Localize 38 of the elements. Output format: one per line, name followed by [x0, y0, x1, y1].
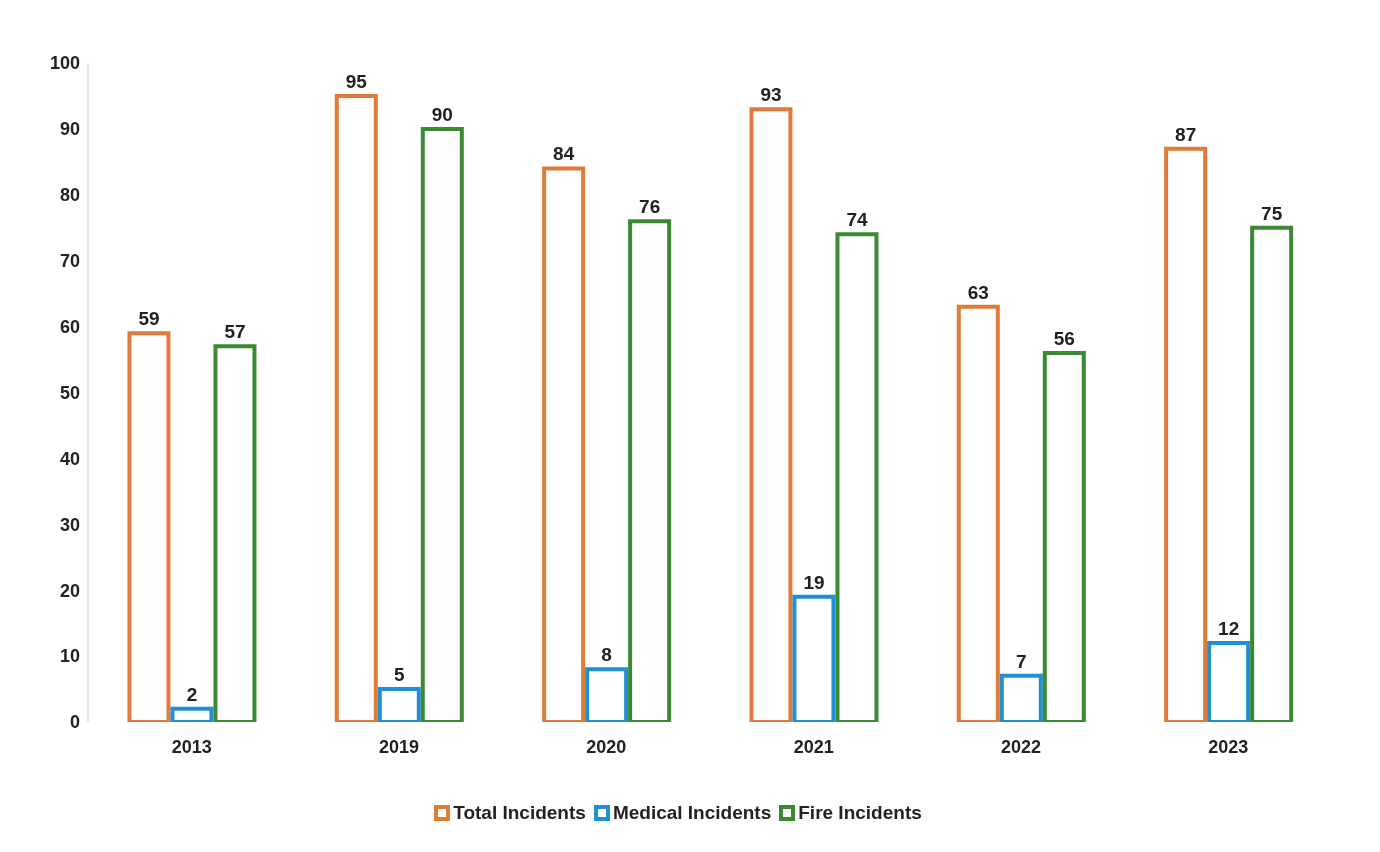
- y-tick-label: 100: [49, 53, 80, 74]
- data-label: 56: [1053, 327, 1075, 349]
- y-tick-label: 20: [59, 580, 80, 601]
- data-label: 76: [639, 196, 661, 218]
- data-label: 7: [1016, 650, 1027, 672]
- data-label: 90: [431, 103, 453, 125]
- data-label: 93: [760, 84, 782, 106]
- y-tick-label: 60: [59, 316, 80, 337]
- data-label: 12: [1218, 617, 1240, 639]
- x-tick-label: 2021: [793, 736, 834, 757]
- data-label: 75: [1261, 202, 1283, 224]
- data-label: 59: [138, 308, 160, 330]
- y-tick-label: 80: [59, 185, 80, 206]
- data-label: 5: [394, 664, 406, 686]
- x-tick-label: 2023: [1208, 736, 1249, 757]
- data-label: 8: [601, 644, 612, 666]
- x-tick-label: 2013: [171, 736, 212, 757]
- data-label: 87: [1175, 123, 1197, 145]
- legend-label: Total Incidents: [452, 802, 586, 824]
- data-label: 63: [967, 281, 989, 303]
- x-tick-label: 2020: [586, 736, 627, 757]
- x-tick-label: 2022: [1000, 736, 1042, 757]
- data-label: 2: [186, 683, 198, 705]
- data-label: 19: [803, 571, 825, 593]
- x-tick-label: 2019: [378, 736, 420, 757]
- y-tick-label: 40: [59, 448, 80, 469]
- legend-label: Fire Incidents: [797, 802, 922, 824]
- data-label: 84: [553, 143, 575, 165]
- y-tick-label: 30: [59, 514, 80, 535]
- y-tick-label: 10: [59, 646, 80, 667]
- data-label: 95: [345, 70, 368, 92]
- y-tick-label: 0: [69, 712, 80, 733]
- legend-label: Medical Incidents: [611, 802, 772, 824]
- data-label: 57: [224, 321, 246, 343]
- y-tick-label: 70: [59, 251, 80, 272]
- y-tick-label: 90: [59, 119, 80, 140]
- data-label: 74: [846, 209, 868, 231]
- y-tick-label: 50: [59, 382, 80, 403]
